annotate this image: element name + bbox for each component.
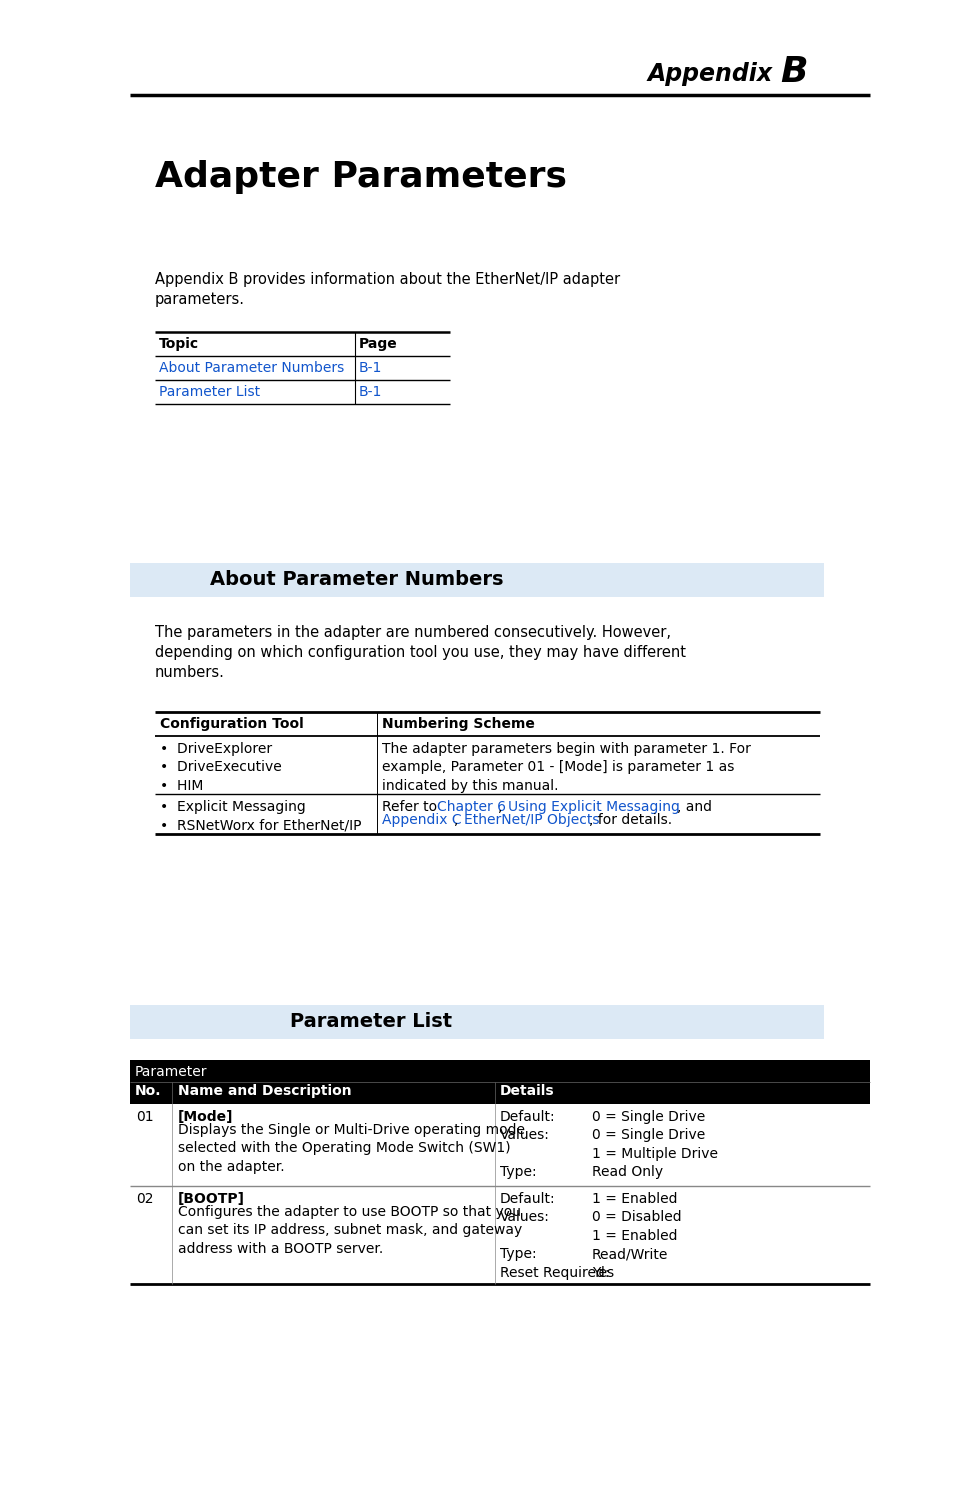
Text: EtherNet/IP Objects: EtherNet/IP Objects <box>463 813 598 827</box>
Text: Default:
Values:

Type:
Reset Required:: Default: Values: Type: Reset Required: <box>499 1193 609 1280</box>
Bar <box>130 1005 823 1039</box>
Text: , for details.: , for details. <box>588 813 672 827</box>
Text: Numbering Scheme: Numbering Scheme <box>381 717 535 732</box>
Text: 01: 01 <box>136 1109 153 1124</box>
Text: Configures the adapter to use BOOTP so that you
can set its IP address, subnet m: Configures the adapter to use BOOTP so t… <box>178 1204 521 1257</box>
Text: ,: , <box>497 800 506 813</box>
Text: Details: Details <box>499 1084 554 1097</box>
Bar <box>130 564 823 596</box>
Text: ,: , <box>454 813 462 827</box>
Text: Displays the Single or Multi-Drive operating mode
selected with the Operating Mo: Displays the Single or Multi-Drive opera… <box>178 1123 524 1173</box>
Text: 0 = Single Drive
0 = Single Drive
1 = Multiple Drive
Read Only: 0 = Single Drive 0 = Single Drive 1 = Mu… <box>592 1109 718 1179</box>
Text: Appendix B provides information about the EtherNet/IP adapter
parameters.: Appendix B provides information about th… <box>154 272 619 306</box>
Text: The adapter parameters begin with parameter 1. For
example, Parameter 01 - [Mode: The adapter parameters begin with parame… <box>381 742 750 793</box>
Text: •  Explicit Messaging
•  RSNetWorx for EtherNet/IP: • Explicit Messaging • RSNetWorx for Eth… <box>160 800 361 833</box>
Text: [BOOTP]: [BOOTP] <box>178 1193 245 1206</box>
Text: Page: Page <box>358 338 397 351</box>
Text: B-1: B-1 <box>358 385 382 399</box>
Text: Name and Description: Name and Description <box>178 1084 352 1097</box>
Text: Adapter Parameters: Adapter Parameters <box>154 161 566 193</box>
Text: The parameters in the adapter are numbered consecutively. However,
depending on : The parameters in the adapter are number… <box>154 625 685 680</box>
Text: B: B <box>780 55 806 89</box>
Text: Using Explicit Messaging: Using Explicit Messaging <box>507 800 679 813</box>
Text: About Parameter Numbers: About Parameter Numbers <box>159 361 344 375</box>
Text: Refer to: Refer to <box>381 800 441 813</box>
Text: Parameter: Parameter <box>135 1065 208 1080</box>
Text: B-1: B-1 <box>358 361 382 375</box>
Text: •  DriveExplorer
•  DriveExecutive
•  HIM: • DriveExplorer • DriveExecutive • HIM <box>160 742 281 793</box>
Text: 1 = Enabled
0 = Disabled
1 = Enabled
Read/Write
Yes: 1 = Enabled 0 = Disabled 1 = Enabled Rea… <box>592 1193 680 1280</box>
Text: About Parameter Numbers: About Parameter Numbers <box>210 570 503 589</box>
Text: Parameter List: Parameter List <box>290 1013 452 1030</box>
Text: Chapter 6: Chapter 6 <box>436 800 505 813</box>
Bar <box>130 1060 869 1103</box>
Text: Topic: Topic <box>159 338 199 351</box>
Text: , and: , and <box>677 800 711 813</box>
Text: Appendix: Appendix <box>647 62 781 86</box>
Text: Default:
Values:

Type:: Default: Values: Type: <box>499 1109 555 1179</box>
Text: Appendix C: Appendix C <box>381 813 461 827</box>
Text: 02: 02 <box>136 1193 153 1206</box>
Text: [Mode]: [Mode] <box>178 1109 233 1124</box>
Text: Configuration Tool: Configuration Tool <box>160 717 303 732</box>
Text: No.: No. <box>135 1084 161 1097</box>
Text: Parameter List: Parameter List <box>159 385 260 399</box>
